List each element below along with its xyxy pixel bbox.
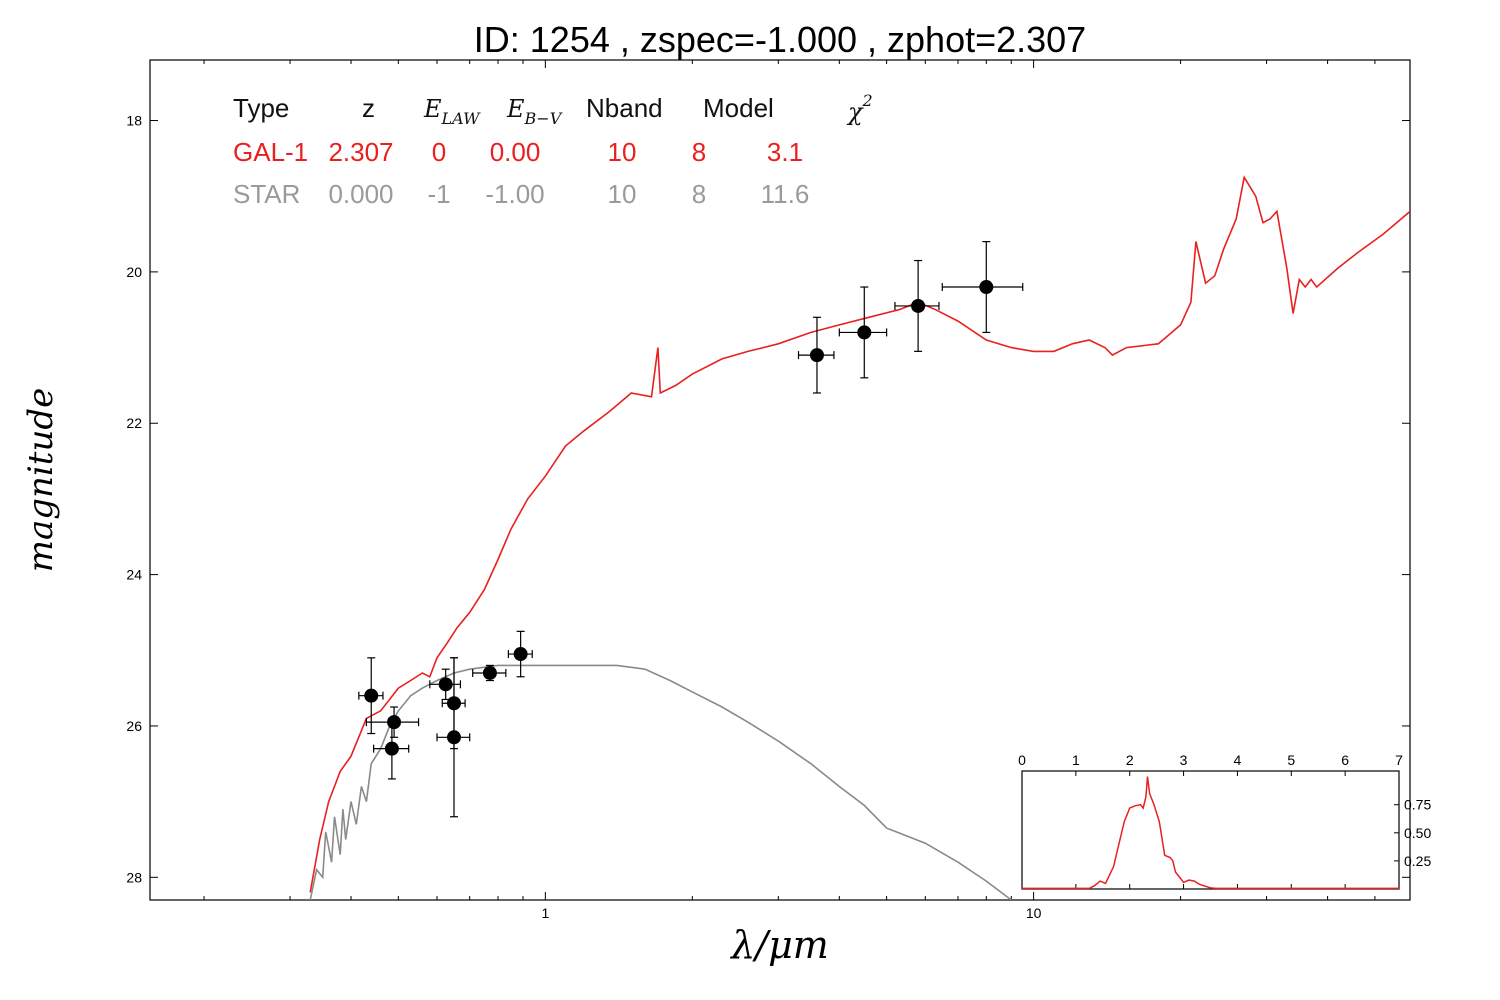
photometry-point: [436, 657, 471, 818]
photometry-point: [472, 664, 507, 682]
star-model-curve: [309, 664, 1012, 900]
inset-x-tick-label: 7: [1395, 752, 1403, 768]
row-nband-cell: 10: [608, 137, 637, 167]
data-marker: [446, 730, 461, 745]
y-tick-label: 26: [126, 718, 142, 734]
header-ebv: EB−V: [506, 95, 563, 128]
y-tick-label: 20: [126, 264, 142, 280]
main-plot-frame: [149, 59, 1411, 901]
inset-x-tick-label: 3: [1180, 752, 1188, 768]
inset-x-tick-label: 1: [1072, 752, 1080, 768]
inset-y-tick-label: 0.25: [1404, 853, 1431, 869]
photometry-point: [797, 316, 835, 394]
inset-y-tick-label: 0.50: [1404, 825, 1431, 841]
data-marker: [979, 280, 994, 295]
header-chi2: χ2: [846, 91, 873, 126]
photometry-point: [838, 286, 888, 379]
row-model-cell: 8: [692, 179, 706, 209]
photometry-point: [429, 668, 462, 701]
galaxy-model-curve: [309, 175, 1410, 893]
inset-pdf-curve: [1022, 776, 1399, 890]
photometry-point: [507, 630, 533, 678]
row-ebv-cell: 0.00: [490, 137, 541, 167]
inset-x-tick-label: 0: [1018, 752, 1026, 768]
row-elaw-cell: 0: [432, 137, 446, 167]
inset-x-tick-label: 2: [1126, 752, 1134, 768]
row-type-cell: STAR: [233, 179, 300, 209]
y-tick-label: 22: [126, 415, 142, 431]
row-chi2-cell: 11.6: [761, 179, 810, 209]
row-model-cell: 8: [692, 137, 706, 167]
data-marker: [513, 647, 528, 662]
row-z-cell: 0.000: [328, 179, 393, 209]
header-z: z: [362, 93, 375, 123]
y-tick-label: 28: [126, 869, 142, 885]
inset-frame: [1021, 770, 1400, 890]
inset-x-tick-label: 4: [1234, 752, 1242, 768]
y-axis-label: magnitude: [21, 388, 61, 573]
inset-y-tick-label: 0.75: [1404, 797, 1431, 813]
inset-axis-ticks: 0 1 2 3 4 5 6 7 0.25 0.50 0.75: [1018, 752, 1431, 889]
header-type: Type: [233, 93, 289, 123]
row-z-cell: 2.307: [328, 137, 393, 167]
row-type-cell: GAL-1: [233, 137, 308, 167]
data-marker: [384, 741, 399, 756]
data-marker: [387, 715, 402, 730]
data-marker: [364, 688, 379, 703]
fit-summary-table: Type z ELAW EB−V Nband Model χ2 GAL-1 2.3…: [233, 91, 873, 209]
table-row: GAL-1 2.307 0 0.00 10 8 3.1: [233, 137, 803, 167]
table-rows: GAL-1 2.307 0 0.00 10 8 3.1 STAR 0.000 -1 -1.00 10 8…: [233, 137, 809, 209]
y-tick-label: 18: [126, 113, 142, 129]
inset-pdf-line: [1022, 776, 1399, 890]
photometry-point: [941, 241, 1024, 334]
chart-title: ID: 1254 , zspec=-1.000 , zphot=2.307: [474, 19, 1086, 60]
row-elaw-cell: -1: [427, 179, 450, 209]
x-tick-label: 10: [1026, 905, 1042, 921]
header-nband: Nband: [586, 93, 663, 123]
x-tick-label: 1: [541, 905, 549, 921]
row-ebv-cell: -1.00: [485, 179, 544, 209]
row-chi2-cell: 3.1: [767, 137, 803, 167]
photometry-points: [358, 241, 1024, 818]
table-row: STAR 0.000 -1 -1.00 10 8 11.6: [233, 179, 809, 209]
photometry-point: [894, 259, 940, 352]
header-model: Model: [703, 93, 774, 123]
data-marker: [438, 677, 453, 692]
y-tick-label: 24: [126, 567, 142, 583]
data-marker: [857, 325, 872, 340]
data-marker: [482, 665, 497, 680]
inset-x-tick-label: 5: [1287, 752, 1295, 768]
redshift-pdf-inset: 0 1 2 3 4 5 6 7 0.25 0.50 0.75: [1018, 752, 1431, 890]
inset-x-tick-label: 6: [1341, 752, 1349, 768]
data-marker: [911, 298, 926, 313]
x-axis-label: λ/μm: [729, 923, 829, 967]
row-nband-cell: 10: [608, 179, 637, 209]
header-elaw: ELAW: [423, 95, 481, 128]
data-marker: [809, 348, 824, 363]
photometry-point: [373, 717, 410, 780]
photometry-point: [358, 657, 384, 735]
